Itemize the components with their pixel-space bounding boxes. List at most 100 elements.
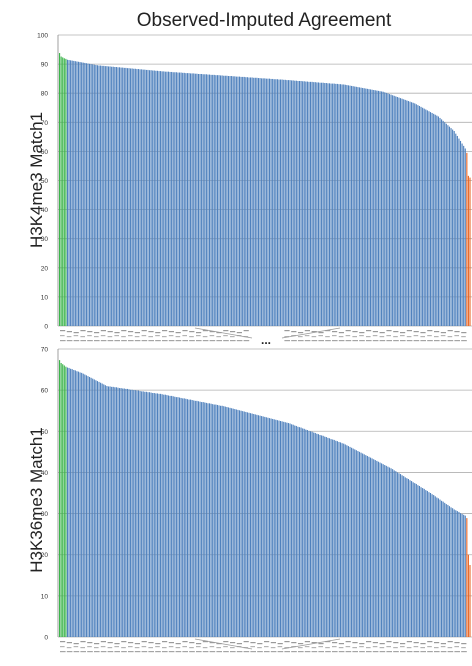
bar bbox=[199, 401, 201, 637]
bar bbox=[126, 68, 129, 326]
x-tick-label bbox=[243, 651, 250, 653]
bar bbox=[330, 83, 332, 326]
x-tick-label bbox=[311, 647, 317, 649]
bar bbox=[376, 460, 378, 637]
x-tick-label bbox=[202, 336, 208, 338]
bar bbox=[316, 433, 318, 637]
bar bbox=[447, 504, 449, 637]
bar bbox=[254, 77, 256, 326]
bar bbox=[407, 101, 409, 326]
bar bbox=[101, 65, 103, 326]
bar bbox=[283, 79, 285, 327]
bar bbox=[303, 428, 305, 637]
bar bbox=[243, 411, 245, 637]
x-tick-label bbox=[325, 340, 331, 342]
bar bbox=[142, 391, 144, 637]
x-tick-label bbox=[318, 332, 324, 334]
bar bbox=[98, 65, 100, 327]
y-tick-label: 80 bbox=[41, 91, 49, 98]
bar bbox=[343, 84, 345, 326]
x-tick-label bbox=[128, 335, 133, 337]
bar bbox=[403, 99, 405, 326]
x-tick-label bbox=[270, 647, 276, 649]
x-tick-label bbox=[291, 331, 297, 333]
x-tick-label bbox=[352, 651, 358, 653]
x-tick-label bbox=[440, 646, 446, 648]
x-tick-label bbox=[189, 647, 194, 649]
bar bbox=[426, 110, 428, 326]
x-tick-label bbox=[379, 647, 385, 649]
bar bbox=[365, 88, 367, 326]
x-tick-label bbox=[332, 642, 338, 644]
bar bbox=[193, 73, 195, 326]
bar bbox=[341, 443, 343, 637]
x-tick-label bbox=[454, 642, 460, 644]
x-tick-label bbox=[80, 330, 86, 332]
bar bbox=[341, 84, 343, 326]
x-tick-label bbox=[202, 647, 208, 649]
x-tick-label bbox=[393, 331, 399, 333]
x-tick-label bbox=[359, 332, 365, 334]
bar bbox=[463, 514, 465, 637]
bar bbox=[324, 436, 326, 637]
x-tick-label bbox=[94, 332, 100, 334]
bar bbox=[174, 72, 176, 326]
bar bbox=[308, 430, 310, 637]
bar bbox=[336, 83, 338, 326]
bar bbox=[401, 98, 403, 326]
bar bbox=[95, 64, 97, 327]
x-tick-label bbox=[94, 340, 100, 342]
bar bbox=[155, 70, 157, 326]
bar bbox=[107, 66, 110, 326]
x-tick-label bbox=[311, 651, 318, 653]
x-tick-label bbox=[121, 330, 127, 332]
x-tick-label bbox=[325, 651, 331, 653]
bar bbox=[152, 70, 154, 326]
x-tick-label bbox=[413, 340, 420, 342]
bar-series bbox=[59, 53, 471, 327]
bar bbox=[379, 91, 381, 327]
bar bbox=[208, 74, 211, 327]
bar bbox=[161, 71, 163, 326]
x-tick-label bbox=[427, 340, 433, 342]
x-tick-label bbox=[216, 340, 222, 342]
bar bbox=[81, 62, 83, 326]
bar bbox=[196, 400, 198, 637]
bar bbox=[134, 68, 136, 327]
y-tick-label: 20 bbox=[41, 552, 49, 559]
bar bbox=[300, 80, 302, 326]
x-tick-label bbox=[141, 641, 147, 643]
x-tick-label bbox=[352, 340, 358, 342]
bar bbox=[112, 386, 114, 637]
bar bbox=[92, 378, 94, 637]
x-tick-label bbox=[182, 330, 188, 332]
x-tick-label bbox=[413, 331, 419, 333]
bar bbox=[156, 393, 159, 637]
x-tick-label bbox=[202, 651, 209, 653]
x-tick-label bbox=[400, 643, 406, 645]
bar bbox=[122, 388, 124, 637]
x-tick-label bbox=[454, 651, 460, 653]
bar bbox=[59, 53, 61, 327]
x-tick-label bbox=[230, 336, 235, 338]
bar bbox=[431, 494, 433, 637]
x-tick-label bbox=[304, 641, 310, 643]
bar bbox=[145, 391, 147, 637]
bar bbox=[242, 411, 244, 637]
x-tick-label bbox=[121, 336, 126, 338]
bar bbox=[242, 76, 244, 327]
bar bbox=[150, 70, 152, 326]
x-tick-label bbox=[291, 335, 296, 337]
x-tick-label bbox=[100, 641, 106, 643]
bar bbox=[238, 410, 241, 637]
bar bbox=[411, 102, 413, 326]
x-tick-label bbox=[447, 651, 454, 653]
bar bbox=[59, 360, 61, 637]
bar bbox=[93, 64, 95, 326]
bar bbox=[191, 400, 193, 637]
bar bbox=[120, 67, 122, 326]
bar bbox=[339, 442, 342, 637]
bar bbox=[103, 384, 105, 637]
bar bbox=[418, 106, 421, 326]
